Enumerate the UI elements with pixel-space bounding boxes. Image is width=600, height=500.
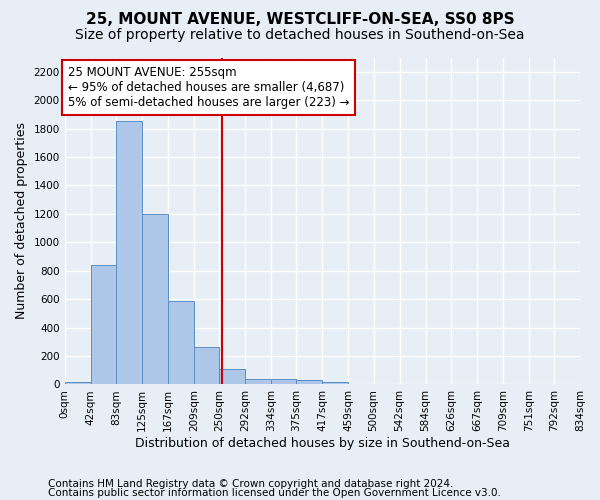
Y-axis label: Number of detached properties: Number of detached properties — [15, 122, 28, 320]
Bar — [116, 122, 142, 384]
Text: 25, MOUNT AVENUE, WESTCLIFF-ON-SEA, SS0 8PS: 25, MOUNT AVENUE, WESTCLIFF-ON-SEA, SS0 … — [86, 12, 514, 28]
Bar — [65, 382, 91, 384]
Bar — [296, 380, 322, 384]
Bar — [219, 369, 245, 384]
X-axis label: Distribution of detached houses by size in Southend-on-Sea: Distribution of detached houses by size … — [135, 437, 510, 450]
Text: Contains public sector information licensed under the Open Government Licence v3: Contains public sector information licen… — [48, 488, 501, 498]
Bar — [322, 382, 348, 384]
Bar — [91, 265, 116, 384]
Bar — [271, 380, 296, 384]
Text: 25 MOUNT AVENUE: 255sqm
← 95% of detached houses are smaller (4,687)
5% of semi-: 25 MOUNT AVENUE: 255sqm ← 95% of detache… — [68, 66, 349, 109]
Bar — [168, 300, 194, 384]
Text: Contains HM Land Registry data © Crown copyright and database right 2024.: Contains HM Land Registry data © Crown c… — [48, 479, 454, 489]
Text: Size of property relative to detached houses in Southend-on-Sea: Size of property relative to detached ho… — [75, 28, 525, 42]
Bar — [194, 348, 219, 385]
Bar — [142, 214, 168, 384]
Bar — [245, 379, 271, 384]
